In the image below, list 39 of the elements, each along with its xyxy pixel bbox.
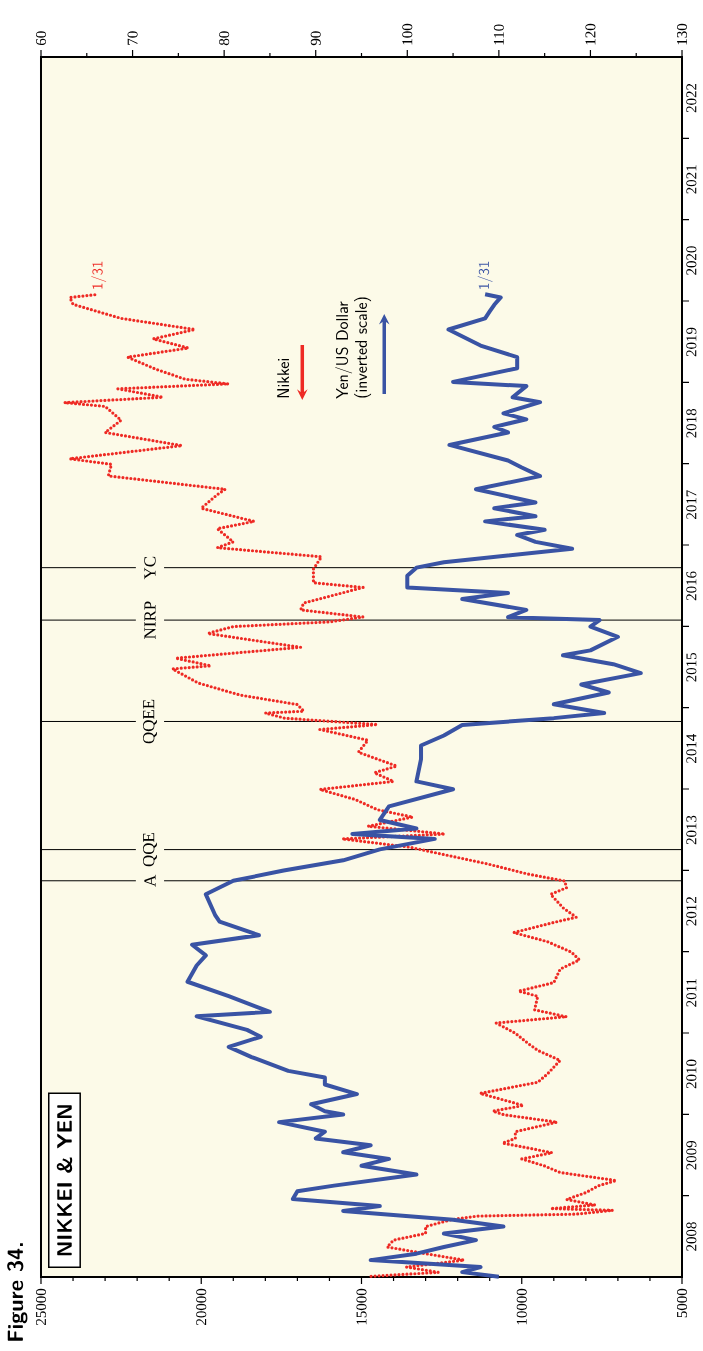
y-tick-label: 2009 — [686, 1141, 697, 1170]
x-tick-label: 5000 — [676, 1288, 688, 1318]
y-tick-label: 2016 — [686, 571, 697, 601]
y-tick-label: 2013 — [686, 815, 697, 845]
y-tick-label: 2010 — [686, 1059, 697, 1089]
y-tick-label: 2017 — [686, 490, 697, 519]
ref-line-label: QQE — [142, 833, 157, 867]
ref-line-label: NIRP — [144, 601, 156, 639]
x2-tick-label: 70 — [127, 31, 138, 45]
x-tick-label: 25000 — [35, 1288, 47, 1325]
x2-tick-label: 120 — [585, 23, 596, 45]
x2-tick-label: 80 — [219, 31, 230, 46]
x-tick-label: 20000 — [196, 1288, 207, 1325]
x2-tick-label: 110 — [493, 24, 504, 45]
x2-tick-label: 100 — [402, 23, 413, 45]
ref-line-label: QQEE — [142, 699, 157, 744]
text: NIKKEI & YEN — [56, 1105, 73, 1256]
y-tick-label: 2011 — [686, 978, 697, 1007]
y-tick-label: 2020 — [686, 246, 697, 275]
x-tick-label: 15000 — [356, 1288, 367, 1325]
x2-tick-label: 90 — [310, 31, 321, 46]
y-tick-label: 2012 — [686, 897, 697, 926]
text: Nikkei — [277, 359, 290, 398]
y-tick-label: 2021 — [686, 165, 697, 194]
y-tick-label: 2015 — [686, 652, 697, 682]
annotation: 1/31 — [477, 261, 493, 289]
x2-tick-label: 60 — [35, 31, 47, 46]
y-tick-label: 2019 — [686, 327, 697, 357]
y-tick-label: 2022 — [686, 83, 697, 113]
y-tick-label: 2014 — [686, 733, 697, 763]
legend-label: Yen/US Dollar (inverted scale) — [335, 297, 372, 399]
y-tick-label: 2008 — [686, 1222, 697, 1251]
ref-line-label: YC — [144, 556, 156, 580]
ref-line-label: A — [144, 874, 156, 887]
text: Figure 34. — [7, 1243, 28, 1341]
annotation: 1/31 — [91, 261, 107, 289]
x-tick-label: 10000 — [516, 1288, 527, 1325]
x2-tick-label: 130 — [676, 23, 688, 45]
y-tick-label: 2018 — [686, 408, 697, 438]
